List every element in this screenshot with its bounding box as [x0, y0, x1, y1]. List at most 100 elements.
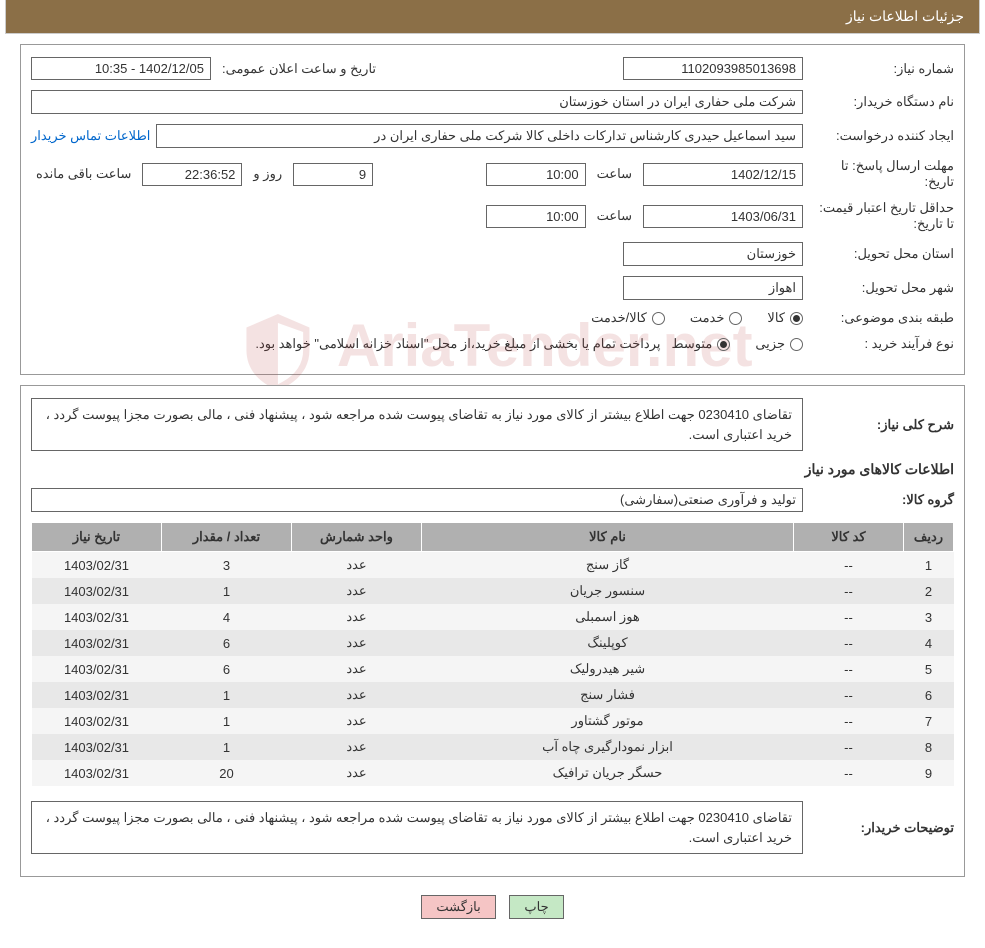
cell-qty: 1	[162, 734, 292, 760]
validity-time-field: 10:00	[486, 205, 586, 228]
row-purchase-type: نوع فرآیند خرید : جزیی متوسط پرداخت تمام…	[31, 336, 954, 352]
header-title: جزئیات اطلاعات نیاز	[846, 8, 964, 24]
cell-unit: عدد	[292, 656, 422, 682]
cell-name: سنسور جریان	[422, 578, 794, 604]
radio-minor-icon	[790, 338, 803, 351]
province-label: استان محل تحویل:	[809, 246, 954, 262]
cell-code: --	[794, 708, 904, 734]
cell-unit: عدد	[292, 578, 422, 604]
th-unit: واحد شمارش	[292, 523, 422, 552]
cell-unit: عدد	[292, 682, 422, 708]
validity-date-field: 1403/06/31	[643, 205, 803, 228]
requester-field: سید اسماعیل حیدری کارشناس تدارکات داخلی …	[156, 124, 803, 148]
city-field: اهواز	[623, 276, 803, 300]
goods-table: ردیف کد کالا نام کالا واحد شمارش تعداد /…	[31, 522, 954, 786]
buyer-notes-label: توضیحات خریدار:	[809, 820, 954, 836]
print-button[interactable]: چاپ	[509, 895, 563, 919]
cell-name: موتور گشتاور	[422, 708, 794, 734]
radio-service-label: خدمت	[690, 310, 725, 326]
row-buyer-notes: توضیحات خریدار: تقاضای 0230410 جهت اطلاع…	[31, 801, 954, 854]
row-deadline: مهلت ارسال پاسخ: تا تاریخ: 1402/12/15 سا…	[31, 158, 954, 190]
province-field: خوزستان	[623, 242, 803, 266]
cell-idx: 6	[904, 682, 954, 708]
table-row: 8--ابزار نمودارگیری چاه آبعدد11403/02/31	[32, 734, 954, 760]
row-requester: ایجاد کننده درخواست: سید اسماعیل حیدری ک…	[31, 124, 954, 148]
cell-idx: 5	[904, 656, 954, 682]
buyer-org-field: شرکت ملی حفاری ایران در استان خوزستان	[31, 90, 803, 114]
cell-idx: 4	[904, 630, 954, 656]
cell-name: کوپلینگ	[422, 630, 794, 656]
cell-qty: 1	[162, 708, 292, 734]
radio-medium-icon	[717, 338, 730, 351]
city-label: شهر محل تحویل:	[809, 280, 954, 296]
days-remain-field: 9	[293, 163, 373, 186]
radio-medium[interactable]: متوسط	[671, 336, 730, 352]
cell-qty: 6	[162, 656, 292, 682]
page-header: جزئیات اطلاعات نیاز	[5, 0, 980, 34]
th-qty: تعداد / مقدار	[162, 523, 292, 552]
cell-code: --	[794, 760, 904, 786]
row-category: طبقه بندی موضوعی: کالا خدمت کالا/خدمت	[31, 310, 954, 326]
radio-minor[interactable]: جزیی	[755, 336, 803, 352]
back-button[interactable]: بازگشت	[421, 895, 495, 919]
category-label: طبقه بندی موضوعی:	[809, 310, 954, 326]
row-goods-group: گروه کالا: تولید و فرآوری صنعتی(سفارشی)	[31, 488, 954, 512]
row-summary: شرح کلی نیاز: تقاضای 0230410 جهت اطلاع ب…	[31, 398, 954, 451]
purchase-type-radio-group: جزیی متوسط	[671, 336, 803, 352]
radio-goods[interactable]: کالا	[767, 310, 803, 326]
cell-date: 1403/02/31	[32, 578, 162, 604]
table-row: 4--کوپلینگعدد61403/02/31	[32, 630, 954, 656]
cell-unit: عدد	[292, 708, 422, 734]
table-header-row: ردیف کد کالا نام کالا واحد شمارش تعداد /…	[32, 523, 954, 552]
radio-both-icon	[652, 312, 665, 325]
table-row: 6--فشار سنجعدد11403/02/31	[32, 682, 954, 708]
announce-label: تاریخ و ساعت اعلان عمومی:	[217, 61, 381, 77]
th-code: کد کالا	[794, 523, 904, 552]
cell-idx: 3	[904, 604, 954, 630]
cell-idx: 9	[904, 760, 954, 786]
row-province: استان محل تحویل: خوزستان	[31, 242, 954, 266]
requester-label: ایجاد کننده درخواست:	[809, 128, 954, 144]
deadline-label: مهلت ارسال پاسخ: تا تاریخ:	[809, 158, 954, 190]
button-row: چاپ بازگشت	[0, 887, 985, 927]
table-row: 5--شیر هیدرولیکعدد61403/02/31	[32, 656, 954, 682]
th-name: نام کالا	[422, 523, 794, 552]
contact-link[interactable]: اطلاعات تماس خریدار	[31, 128, 150, 144]
radio-goods-icon	[790, 312, 803, 325]
cell-idx: 7	[904, 708, 954, 734]
cell-qty: 4	[162, 604, 292, 630]
table-row: 7--موتور گشتاورعدد11403/02/31	[32, 708, 954, 734]
cell-idx: 2	[904, 578, 954, 604]
row-city: شهر محل تحویل: اهواز	[31, 276, 954, 300]
goods-group-field: تولید و فرآوری صنعتی(سفارشی)	[31, 488, 803, 512]
table-row: 9--حسگر جریان ترافیکعدد201403/02/31	[32, 760, 954, 786]
row-buyer-org: نام دستگاه خریدار: شرکت ملی حفاری ایران …	[31, 90, 954, 114]
buyer-org-label: نام دستگاه خریدار:	[809, 94, 954, 110]
time-remain-field: 22:36:52	[142, 163, 242, 186]
cell-qty: 6	[162, 630, 292, 656]
remain-suffix-label: ساعت باقی مانده	[31, 166, 136, 182]
goods-section-title: اطلاعات کالاهای مورد نیاز	[31, 461, 954, 478]
days-and-label: روز و	[248, 166, 287, 182]
table-row: 3--هوز اسمبلیعدد41403/02/31	[32, 604, 954, 630]
row-validity: حداقل تاریخ اعتبار قیمت: تا تاریخ: 1403/…	[31, 200, 954, 232]
radio-both[interactable]: کالا/خدمت	[591, 310, 665, 326]
cell-name: هوز اسمبلی	[422, 604, 794, 630]
cell-qty: 3	[162, 552, 292, 579]
radio-both-label: کالا/خدمت	[591, 310, 647, 326]
cell-idx: 1	[904, 552, 954, 579]
summary-label: شرح کلی نیاز:	[809, 417, 954, 433]
cell-date: 1403/02/31	[32, 734, 162, 760]
need-no-label: شماره نیاز:	[809, 61, 954, 77]
deadline-time-field: 10:00	[486, 163, 586, 186]
table-row: 1--گاز سنجعدد31403/02/31	[32, 552, 954, 579]
cell-unit: عدد	[292, 734, 422, 760]
cell-code: --	[794, 552, 904, 579]
radio-service[interactable]: خدمت	[690, 310, 743, 326]
deadline-time-label: ساعت	[592, 166, 637, 182]
row-need-no: شماره نیاز: 1102093985013698 تاریخ و ساع…	[31, 57, 954, 80]
th-idx: ردیف	[904, 523, 954, 552]
cell-code: --	[794, 682, 904, 708]
cell-qty: 1	[162, 578, 292, 604]
cell-date: 1403/02/31	[32, 708, 162, 734]
